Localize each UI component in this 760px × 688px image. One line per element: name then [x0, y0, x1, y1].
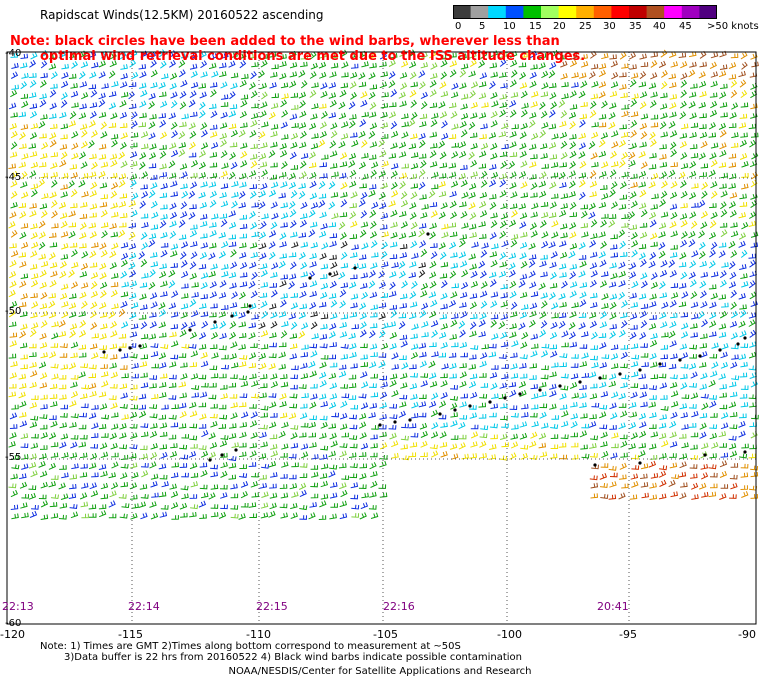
quality-flag-dot — [118, 348, 122, 352]
note-line-2: optimal wind retrieval conditions are me… — [40, 49, 586, 64]
quality-flag-dot — [234, 448, 238, 452]
quality-flag-dot — [328, 272, 332, 276]
lon-label: -100 — [497, 628, 522, 641]
lat-lon-grid — [6, 51, 757, 625]
quality-flag-dot — [578, 380, 582, 384]
colorbar-swatch — [505, 5, 524, 19]
colorbar-label: 40 — [653, 21, 666, 32]
quality-flag-dot — [743, 450, 747, 454]
map-title: Rapidscat Winds(12.5KM) 20160522 ascendi… — [40, 8, 324, 22]
footer-credit: NOAA/NESDIS/Center for Satellite Applica… — [228, 666, 532, 677]
colorbar-swatch — [611, 5, 630, 19]
lon-label: -115 — [118, 628, 143, 641]
quality-flag-dot — [518, 392, 522, 396]
quality-flag-circles — [102, 232, 747, 467]
colorbar-label: 0 — [455, 21, 462, 32]
wind-barbs-layer — [8, 49, 759, 520]
quality-flag-dot — [208, 458, 212, 462]
colorbar-swatch — [699, 5, 717, 19]
pass-time: 22:14 — [128, 600, 160, 613]
lat-label: -60 — [5, 618, 22, 629]
pass-time: 22:16 — [383, 600, 415, 613]
colorbar-swatch — [488, 5, 507, 19]
pass-time: 22:15 — [256, 600, 288, 613]
colorbar-swatch — [523, 5, 542, 19]
colorbar-swatch — [576, 5, 595, 19]
quality-flag-dot — [213, 320, 217, 324]
colorbar-swatch — [629, 5, 648, 19]
quality-flag-dot — [138, 344, 142, 348]
quality-flag-dot — [718, 348, 722, 352]
lon-label: -120 — [0, 628, 25, 641]
colorbar-label: 20 — [553, 21, 566, 32]
quality-flag-dot — [438, 412, 442, 416]
quality-flag-dot — [453, 408, 457, 412]
quality-flag-dot — [698, 354, 702, 358]
colorbar-label: >50 knots — [707, 21, 759, 32]
quality-flag-dot — [426, 232, 430, 236]
quality-flag-dot — [128, 346, 132, 350]
quality-flag-dot — [736, 342, 740, 346]
lon-label: -110 — [246, 628, 271, 641]
lat-label-corner: -40 — [5, 48, 22, 59]
quality-flag-dot — [246, 310, 250, 314]
quality-flag-dot — [618, 372, 622, 376]
quality-flag-dot — [188, 328, 192, 332]
quality-flag-dot — [558, 384, 562, 388]
colorbar-swatch — [664, 5, 683, 19]
quality-flag-dot — [468, 404, 472, 408]
colorbar-label: 35 — [629, 21, 642, 32]
note-line-1: Note: black circles have been added to t… — [10, 34, 560, 49]
colorbar-swatch — [541, 5, 560, 19]
quality-flag-dot — [703, 453, 707, 457]
quality-flag-dot — [743, 336, 747, 340]
quality-flag-dot — [353, 266, 357, 270]
lon-label: -90 — [738, 628, 756, 641]
quality-flag-dot — [598, 376, 602, 380]
colorbar-swatch — [470, 5, 489, 19]
quality-flag-dot — [378, 423, 382, 427]
colorbar-swatch — [453, 5, 472, 19]
wind-speed-colorbar — [453, 5, 717, 19]
lon-label: -105 — [373, 628, 398, 641]
colorbar-swatch — [646, 5, 665, 19]
quality-flag-dot — [638, 368, 642, 372]
colorbar-swatch — [681, 5, 700, 19]
lat-label: -50 — [5, 306, 22, 317]
quality-flag-dot — [488, 400, 492, 404]
colorbar-label: 5 — [479, 21, 486, 32]
colorbar-swatch — [558, 5, 577, 19]
quality-flag-dot — [230, 314, 234, 318]
colorbar-swatch — [593, 5, 612, 19]
quality-flag-dot — [678, 358, 682, 362]
quality-flag-dot — [308, 276, 312, 280]
note-banner: Note: black circles have been added to t… — [10, 34, 585, 64]
colorbar-label: 25 — [579, 21, 592, 32]
colorbar-label: 15 — [529, 21, 542, 32]
pass-time: 20:41 — [597, 600, 629, 613]
lat-label: -45 — [5, 172, 22, 183]
quality-flag-dot — [220, 453, 224, 457]
map-frame — [6, 51, 757, 625]
quality-flag-dot — [503, 396, 507, 400]
quality-flag-dot — [538, 388, 542, 392]
colorbar-label: 10 — [503, 21, 516, 32]
footer-note-1: Note: 1) Times are GMT 2)Times along bot… — [40, 641, 461, 652]
footer-note-2: 3)Data buffer is 22 hrs from 20160522 4)… — [64, 652, 522, 663]
colorbar-labels: 0 5 10 15 20 25 30 35 40 45 >50 knots — [453, 21, 760, 35]
quality-flag-dot — [248, 304, 252, 308]
colorbar-label: 45 — [679, 21, 692, 32]
quality-flag-dot — [393, 420, 397, 424]
pass-time: 22:13 — [2, 600, 34, 613]
lat-label: -55 — [5, 452, 22, 463]
quality-flag-dot — [408, 418, 412, 422]
colorbar-label: 30 — [603, 21, 616, 32]
quality-flag-dot — [102, 350, 106, 354]
lon-label: -95 — [619, 628, 637, 641]
quality-flag-dot — [593, 463, 597, 467]
quality-flag-dot — [638, 461, 642, 465]
quality-flag-dot — [658, 362, 662, 366]
